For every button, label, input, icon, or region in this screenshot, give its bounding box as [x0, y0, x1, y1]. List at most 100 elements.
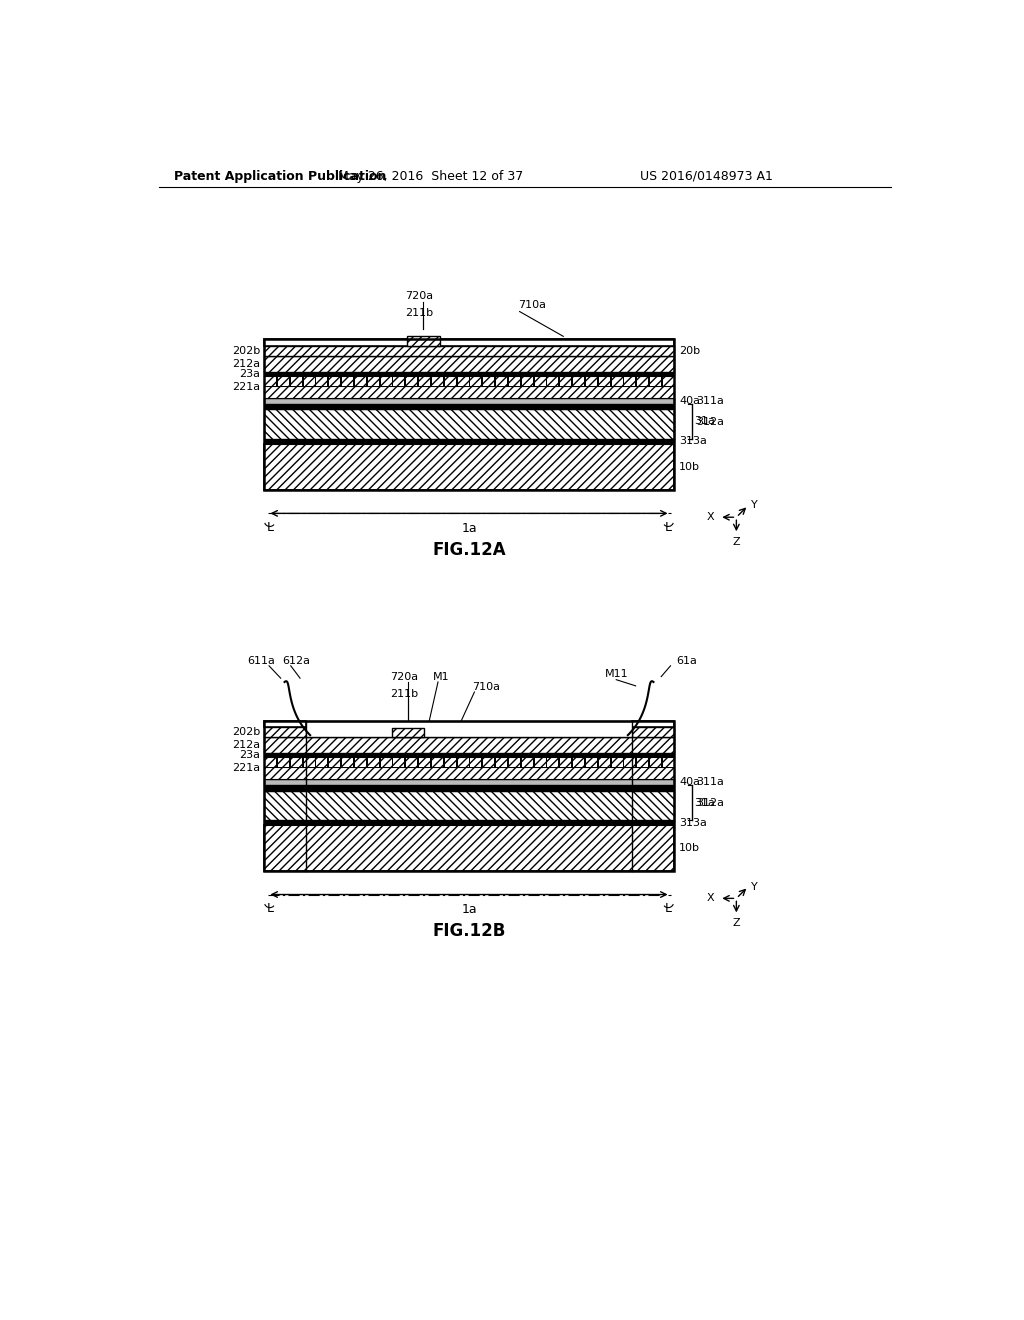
Bar	[380, 376, 391, 385]
Text: 202b: 202b	[232, 346, 260, 356]
Bar	[341, 376, 353, 385]
Bar	[263, 404, 675, 409]
Text: L: L	[665, 902, 672, 915]
Bar	[306, 721, 632, 738]
Bar	[457, 376, 469, 385]
Bar	[276, 376, 289, 385]
Bar	[598, 758, 610, 767]
Text: 1a: 1a	[461, 523, 477, 536]
Bar	[636, 376, 648, 385]
Bar	[649, 376, 662, 385]
Bar	[547, 376, 558, 385]
Text: 31a: 31a	[693, 797, 715, 808]
Text: 61a: 61a	[677, 656, 697, 667]
Text: 31a: 31a	[693, 416, 715, 426]
Text: 720a: 720a	[406, 292, 433, 301]
Bar	[508, 376, 520, 385]
Bar	[482, 758, 495, 767]
Text: 720a: 720a	[390, 672, 418, 681]
Bar	[585, 376, 597, 385]
Bar	[263, 409, 675, 438]
Bar	[508, 758, 520, 767]
Bar	[406, 758, 417, 767]
Bar	[264, 376, 276, 385]
Text: L: L	[266, 902, 273, 915]
Bar	[469, 376, 481, 385]
Bar	[391, 729, 424, 738]
Bar	[392, 758, 404, 767]
Bar	[276, 758, 289, 767]
Bar	[662, 376, 674, 385]
Bar	[406, 376, 417, 385]
Bar	[443, 758, 456, 767]
Text: US 2016/0148973 A1: US 2016/0148973 A1	[640, 169, 772, 182]
Bar	[367, 376, 379, 385]
Bar	[263, 721, 306, 726]
Bar	[662, 758, 674, 767]
Text: 211b: 211b	[390, 689, 418, 698]
Bar	[329, 758, 340, 767]
Text: Z: Z	[732, 537, 740, 546]
Bar	[598, 758, 610, 767]
Bar	[469, 758, 481, 767]
Bar	[495, 376, 507, 385]
Text: 221a: 221a	[232, 381, 260, 392]
Bar	[495, 758, 507, 767]
Bar	[367, 376, 379, 385]
Bar	[495, 376, 507, 385]
Bar	[457, 758, 469, 767]
Bar	[559, 376, 571, 385]
Bar	[547, 758, 558, 767]
Bar	[610, 758, 623, 767]
Text: 23a: 23a	[240, 750, 260, 760]
Bar	[263, 785, 675, 791]
Bar	[624, 758, 636, 767]
Bar	[649, 376, 662, 385]
Bar	[367, 758, 379, 767]
Bar	[636, 758, 648, 767]
Bar	[559, 376, 571, 385]
Text: 20b: 20b	[679, 346, 700, 356]
Bar	[534, 758, 546, 767]
Text: 212a: 212a	[232, 359, 260, 370]
Bar	[610, 376, 623, 385]
Bar	[431, 376, 443, 385]
Bar	[443, 758, 456, 767]
Bar	[508, 758, 520, 767]
Text: L: L	[665, 520, 672, 533]
Bar	[315, 758, 328, 767]
Bar	[624, 758, 636, 767]
Bar	[632, 726, 675, 738]
Bar	[290, 758, 302, 767]
Bar	[636, 376, 648, 385]
Bar	[263, 825, 675, 871]
Bar	[624, 376, 636, 385]
Text: X: X	[707, 512, 714, 523]
Bar	[534, 758, 546, 767]
Bar	[547, 376, 558, 385]
Text: 211b: 211b	[406, 308, 433, 318]
Bar	[572, 376, 584, 385]
Bar	[457, 376, 469, 385]
Bar	[264, 758, 276, 767]
Bar	[329, 758, 340, 767]
Bar	[263, 721, 675, 871]
Text: 312a: 312a	[696, 417, 724, 426]
Bar	[380, 758, 391, 767]
Bar	[482, 376, 495, 385]
Text: 312a: 312a	[696, 797, 724, 808]
Bar	[315, 376, 328, 385]
Bar	[290, 376, 302, 385]
Bar	[662, 376, 674, 385]
Text: M1: M1	[433, 672, 450, 681]
Text: May 26, 2016  Sheet 12 of 37: May 26, 2016 Sheet 12 of 37	[338, 169, 523, 182]
Bar	[354, 758, 366, 767]
Bar	[380, 758, 391, 767]
Bar	[406, 758, 417, 767]
Bar	[407, 337, 439, 346]
Bar	[418, 758, 430, 767]
Bar	[482, 376, 495, 385]
Text: 10b: 10b	[679, 462, 700, 473]
Bar	[521, 376, 532, 385]
Text: 212a: 212a	[232, 741, 260, 750]
